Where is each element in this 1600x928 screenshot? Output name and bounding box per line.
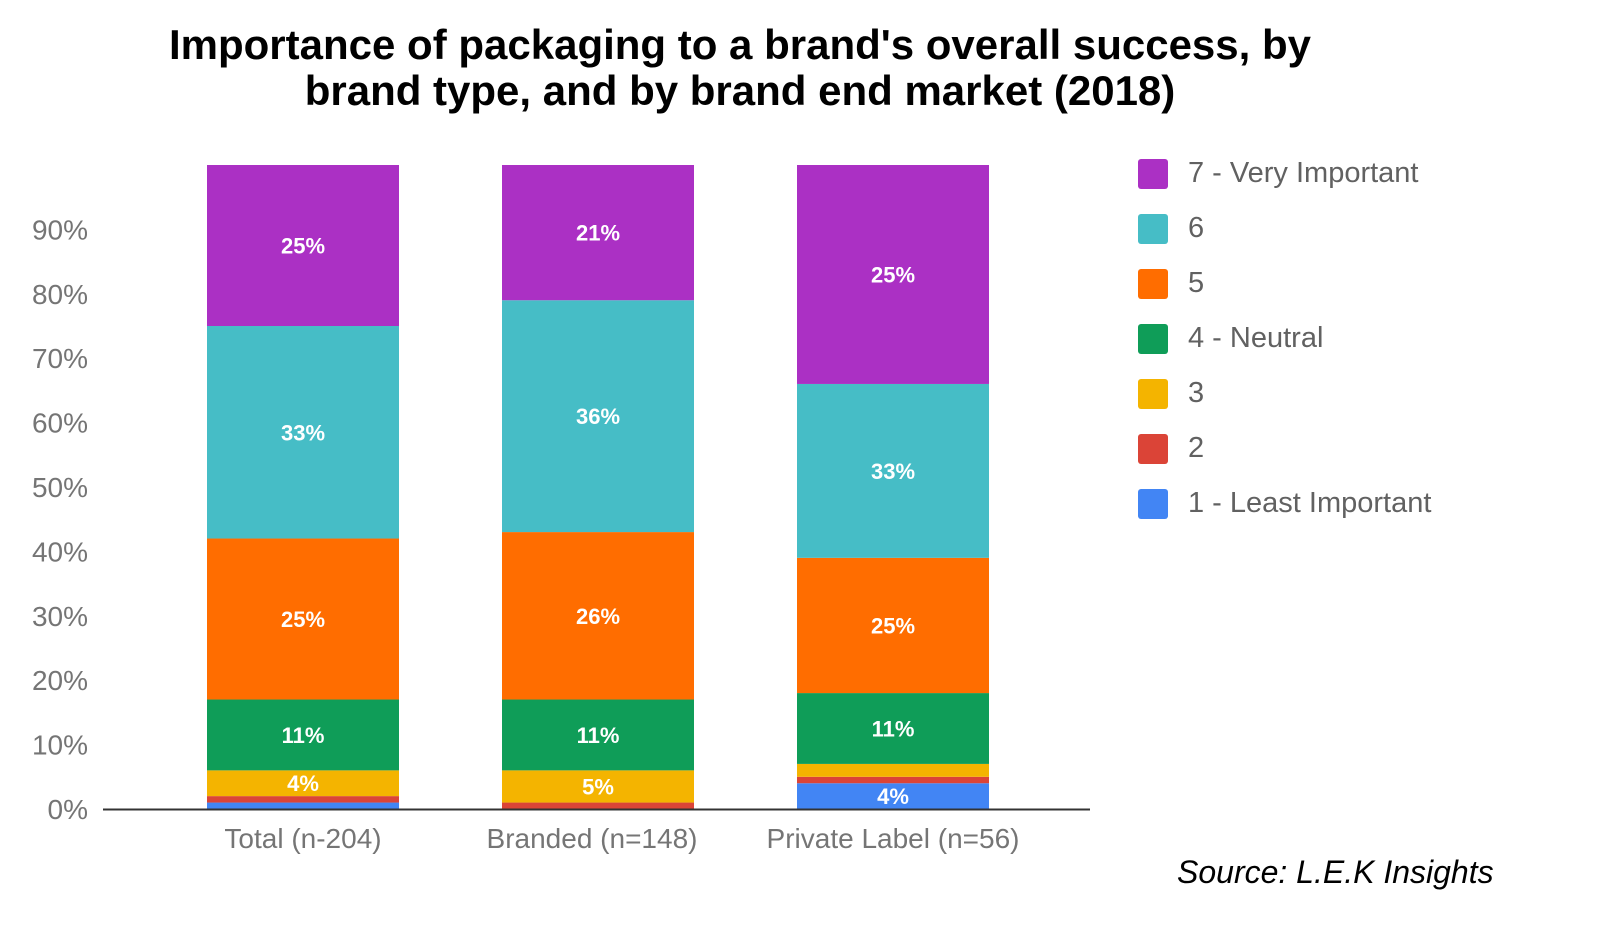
legend-item: 7 - Very Important: [1138, 146, 1431, 201]
legend-swatch: [1138, 323, 1168, 354]
y-tick-label: 20%: [32, 665, 88, 696]
legend-swatch: [1138, 158, 1168, 189]
y-tick-label: 0%: [48, 794, 88, 825]
legend-label: 7 - Very Important: [1188, 157, 1419, 189]
legend-label: 4 - Neutral: [1188, 322, 1324, 354]
legend-label: 2: [1188, 432, 1205, 464]
y-tick-label: 90%: [32, 214, 88, 245]
legend-swatch: [1138, 268, 1168, 299]
data-label: 4%: [287, 771, 319, 796]
bar-segment: [207, 802, 399, 809]
legend-item: 1 - Least Important: [1138, 476, 1431, 531]
data-label: 25%: [281, 234, 325, 259]
legend: 7 - Very Important 6 5 4 - Neutral 3 2 1 - Lea…: [1138, 146, 1431, 531]
chart-title-line-1: Importance of packaging to a brand's ove…: [168, 21, 1312, 68]
legend-swatch: [1138, 433, 1168, 464]
legend-swatch: [1138, 213, 1168, 244]
data-label: 11%: [577, 723, 620, 748]
chart-title: Importance of packaging to a brand's ove…: [0, 22, 1480, 114]
data-label: 26%: [576, 604, 620, 629]
data-label: 11%: [872, 717, 915, 742]
bar-segment: [797, 763, 989, 777]
bar-segment: [797, 776, 989, 784]
legend-label: 5: [1188, 267, 1205, 299]
source-note: Source: L.E.K Insights: [1177, 854, 1494, 890]
bar-segment: [797, 383, 989, 558]
x-tick-label: Private Label (n=56): [767, 823, 1020, 854]
legend-item: 3: [1138, 366, 1431, 421]
data-label: 21%: [576, 221, 620, 246]
bar-segment: [797, 783, 989, 809]
legend-swatch: [1138, 378, 1168, 409]
y-tick-label: 60%: [32, 408, 88, 439]
y-tick-label: 70%: [32, 343, 88, 374]
data-label: 25%: [281, 607, 325, 632]
y-tick-label: 10%: [32, 730, 88, 761]
legend-item: 5: [1138, 256, 1431, 311]
bar-segment: [502, 802, 694, 809]
data-label: 25%: [871, 613, 915, 638]
legend-swatch: [1138, 488, 1168, 519]
bar-segment: [502, 300, 694, 533]
data-label: 11%: [282, 723, 325, 748]
bar-segment: [207, 770, 399, 797]
bar-segment: [797, 165, 989, 384]
data-label: 25%: [871, 262, 915, 287]
y-tick-label: 50%: [32, 472, 88, 503]
bar-segment: [502, 699, 694, 771]
x-tick-label: Branded (n=148): [487, 823, 698, 854]
bar-segment: [502, 532, 694, 700]
bar-segment: [207, 165, 399, 326]
chart-title-line-2: brand type, and by brand end market (201…: [304, 67, 1176, 114]
data-label: 4%: [877, 784, 909, 809]
legend-label: 1 - Least Important: [1188, 487, 1432, 519]
bar-segment: [502, 770, 694, 803]
bar-segment: [207, 796, 399, 803]
y-tick-label: 40%: [32, 536, 88, 567]
legend-label: 6: [1188, 212, 1205, 244]
data-label: 33%: [281, 420, 325, 445]
y-tick-label: 80%: [32, 279, 88, 310]
bar-segment: [207, 699, 399, 771]
legend-item: 6: [1138, 201, 1431, 256]
data-label: 36%: [576, 404, 620, 429]
x-tick-label: Total (n-204): [224, 823, 381, 854]
bar-segment: [797, 557, 989, 694]
bar-segment: [207, 538, 399, 700]
y-tick-label: 30%: [32, 601, 88, 632]
bar-segment: [797, 693, 989, 764]
bar-segment: [207, 326, 399, 539]
legend-label: 3: [1188, 377, 1205, 409]
data-label: 5%: [582, 774, 614, 799]
bar-segment: [502, 165, 694, 301]
legend-item: 2: [1138, 421, 1431, 476]
legend-item: 4 - Neutral: [1138, 311, 1431, 366]
data-label: 33%: [871, 459, 915, 484]
